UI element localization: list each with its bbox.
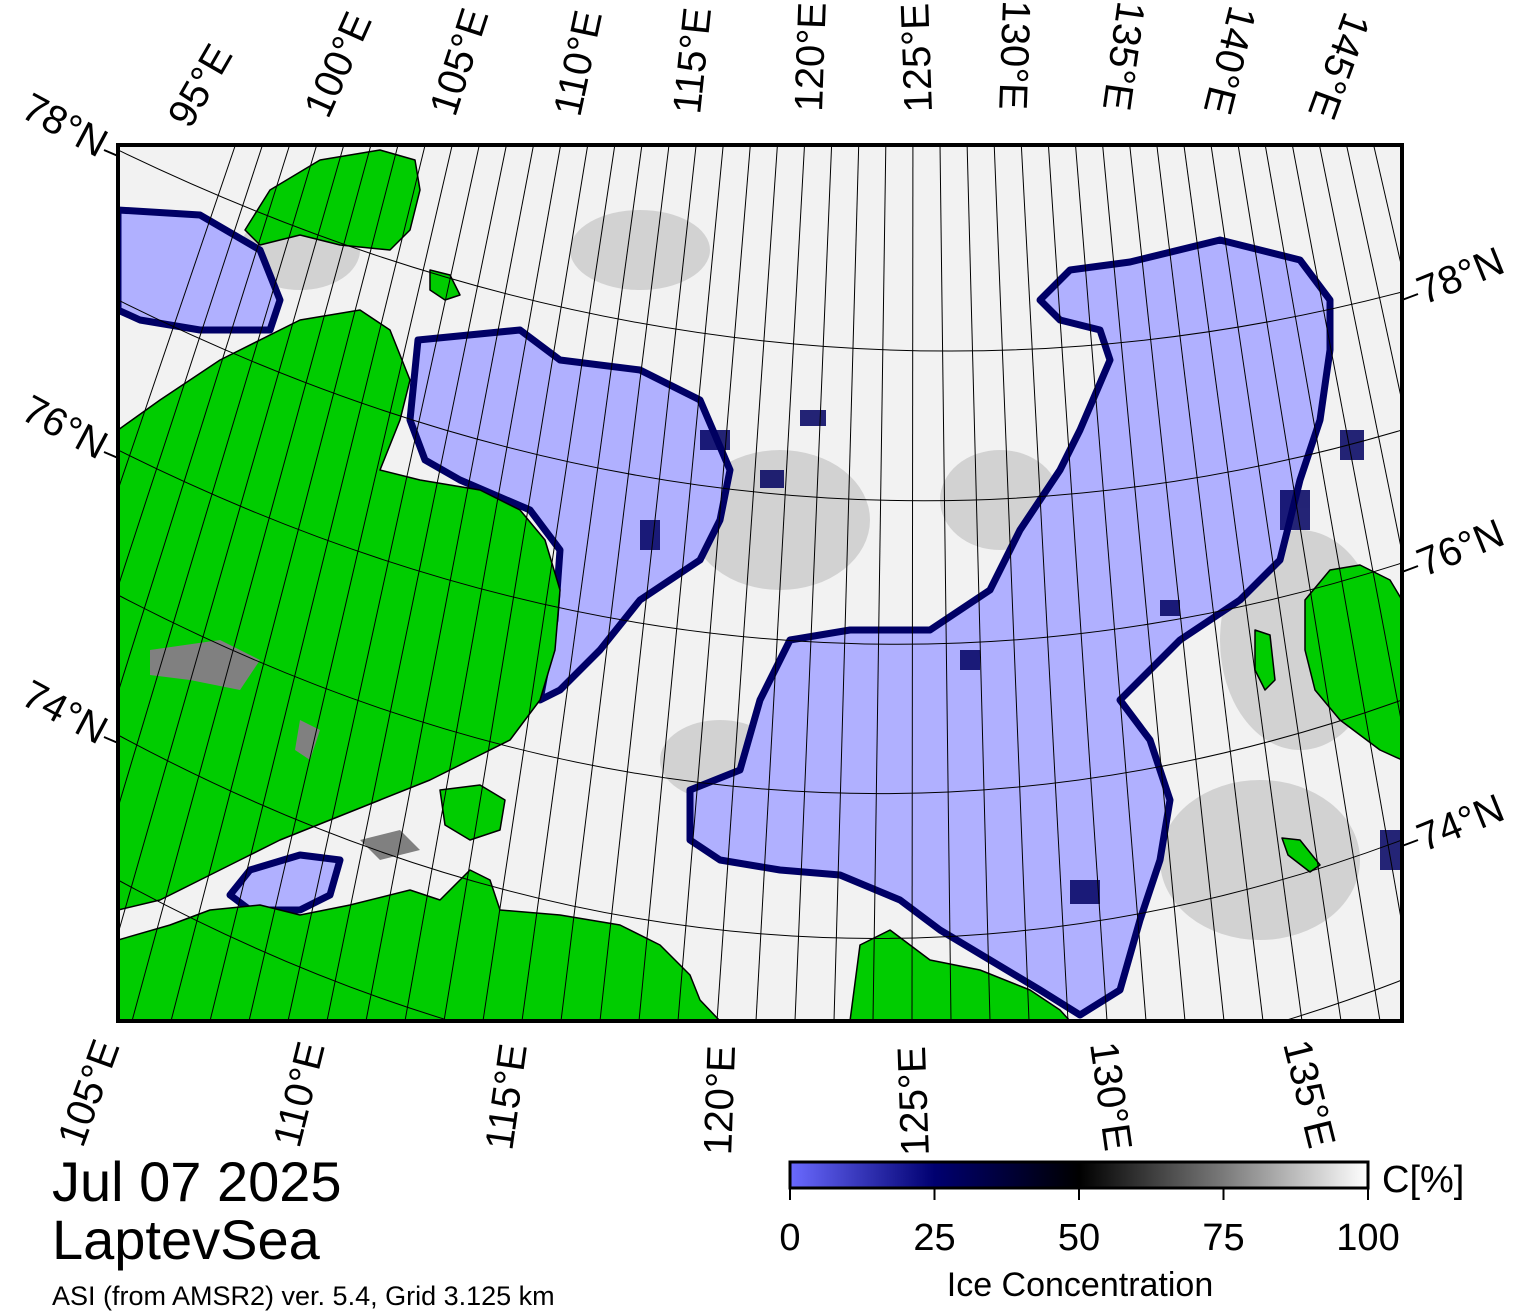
meridian-line [716,145,778,1021]
meridian-line [521,145,643,1021]
colorbar-tick-label: 100 [1336,1217,1400,1259]
frame-ticks [103,149,1419,847]
meridian-line [755,145,806,1021]
meridian-line [638,145,724,1021]
map-region: LaptevSea [52,1208,320,1271]
lon-label-top: 110°E [546,7,611,120]
open-water [118,206,1334,1019]
lon-label-top: 115°E [665,5,720,115]
meridian-line [170,145,399,1021]
meridian-line [1210,145,1342,1021]
map-area [118,145,1525,1021]
meridian-line [248,145,453,1021]
meridian-line [404,145,562,1021]
meridian-line [482,145,616,1021]
lon-label-bottom: 125°E [890,1046,938,1157]
lat-label-right: 74°N [1411,786,1510,860]
lat-label-left: 74°N [15,672,115,753]
colorbar-tick-label: 25 [913,1217,956,1259]
colorbar [788,1160,1370,1190]
lon-label-top: 135°E [1094,0,1153,113]
colorbar-tick-label: 50 [1057,1217,1101,1259]
lon-label-top: 140°E [1195,2,1264,119]
lon-label-bottom: 120°E [696,1045,744,1156]
right-latitude-labels: 78°N 76°N 74°N [1411,239,1510,860]
lat-label-right: 78°N [1411,239,1510,313]
meridian-line [118,145,345,936]
colorbar-tick-label: 0 [779,1217,801,1259]
meridian-line [1183,145,1303,1021]
lon-label-bottom: 105°E [50,1034,129,1152]
meridian-line [939,145,952,1021]
meridian-line [118,145,318,810]
meridian-line [599,145,697,1021]
meridian-line [993,145,1030,1021]
lon-label-top: 130°E [990,0,1038,111]
meridian-line [1318,145,1402,555]
lon-label-top: 125°E [893,2,941,113]
meridian-line [209,145,426,1021]
land [118,149,1402,1021]
meridian-line [365,145,535,1021]
lat-label-right: 76°N [1411,511,1510,585]
bottom-longitude-labels: 105°E 110°E 115°E 120°E 125°E 130°E 135°… [50,1034,1344,1157]
lat-label-left: 76°N [15,387,115,468]
lon-label-bottom: 115°E [478,1041,536,1153]
data-source-note: ASI (from AMSR2) ver. 5.4, Grid 3.125 km [52,1281,555,1311]
meridian-line [1291,145,1402,728]
lon-label-top: 105°E [422,3,498,121]
colorbar-tick-label: 75 [1202,1217,1245,1259]
lon-label-top: 120°E [787,1,835,112]
map-frame [116,143,1404,1023]
lon-label-top: 100°E [296,6,381,124]
colorbar-title: Ice Concentration [946,1266,1214,1304]
meridian-line [560,145,670,1021]
colorbar-ticks [789,1188,1369,1200]
meridian-line [287,145,480,1021]
meridian-line [1156,145,1264,1021]
meridian-line [872,145,887,1021]
lat-label-left: 78°N [15,85,115,166]
meridian-line [1237,145,1381,1021]
meridian-line [1075,145,1147,1021]
meridian-line [131,145,372,1021]
meridian-line [794,145,833,1021]
meridian-line [833,145,860,1021]
meridian-line [1346,145,1402,404]
colorbar-unit: C[%] [1382,1159,1465,1201]
ice-edge-speckles [640,410,1400,904]
meridian-line [118,145,236,492]
meridian-line [1509,145,1525,1021]
left-latitude-labels: 78°N 76°N 74°N [15,85,115,753]
meridian-line [677,145,751,1021]
meridian-line [966,145,991,1021]
lon-label-top: 95°E [160,37,242,134]
lon-label-top: 145°E [1299,7,1378,125]
meridian-line [443,145,589,1021]
meridian-line [118,145,291,695]
meridian-line [326,145,507,1021]
lon-label-bottom: 135°E [1274,1036,1343,1153]
lon-label-bottom: 130°E [1081,1039,1140,1153]
top-longitude-labels: 95°E 100°E 105°E 110°E 115°E 120°E 125°E… [160,0,1378,135]
meridian-line [1129,145,1225,1021]
meridians [118,145,1525,1021]
meridian-line [1102,145,1186,1021]
map-date: Jul 07 2025 [52,1150,342,1213]
meridian-line [1047,145,1108,1021]
meridian-line [911,145,914,1021]
meridian-line [1020,145,1069,1021]
lon-label-bottom: 110°E [265,1038,333,1152]
meridian-line [1264,145,1402,928]
